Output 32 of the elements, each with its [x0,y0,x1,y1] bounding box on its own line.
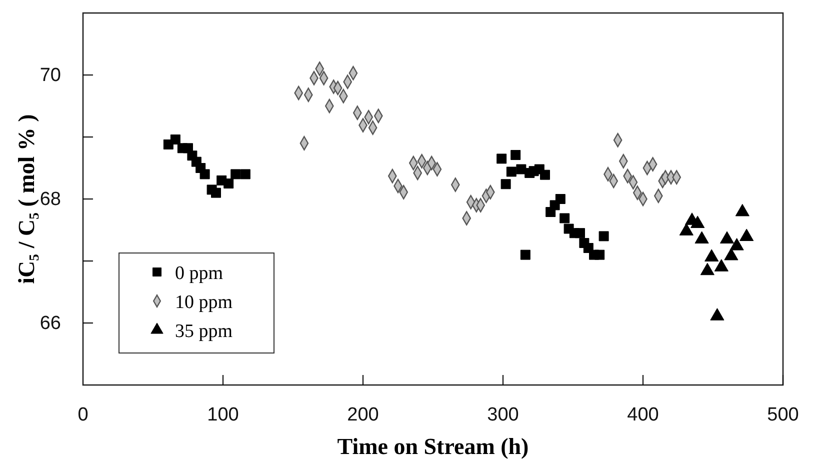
x-tick-label: 300 [487,404,519,426]
y-tick-label: 66 [40,313,61,334]
point [496,154,507,164]
x-tick-label: 0 [78,404,88,426]
point [500,179,511,190]
x-axis-title: Time on Stream (h) [337,434,529,459]
point [224,178,234,188]
legend-label: 0 ppm [175,263,224,284]
point [200,169,210,180]
point [240,169,250,180]
point [540,170,550,180]
legend-label: 35 ppm [175,321,233,342]
point [506,166,516,177]
point [575,228,585,238]
point [560,213,570,224]
y-axis-title: iC₅ / C₅ ( mol % ) [14,114,39,284]
x-tick-label: 400 [627,404,659,426]
point [598,231,609,242]
y-tick-label: 68 [40,189,61,210]
x-tick-label: 500 [767,404,799,426]
y-tick-label: 70 [40,65,61,86]
x-tick-label: 100 [207,404,239,426]
point [230,169,241,180]
point [170,134,180,144]
point [516,164,526,174]
point [520,250,530,260]
point [555,194,566,204]
point [510,150,521,160]
legend-label: 10 ppm [175,292,233,313]
point [211,188,221,198]
x-tick-label: 200 [347,404,379,426]
point [594,250,605,260]
